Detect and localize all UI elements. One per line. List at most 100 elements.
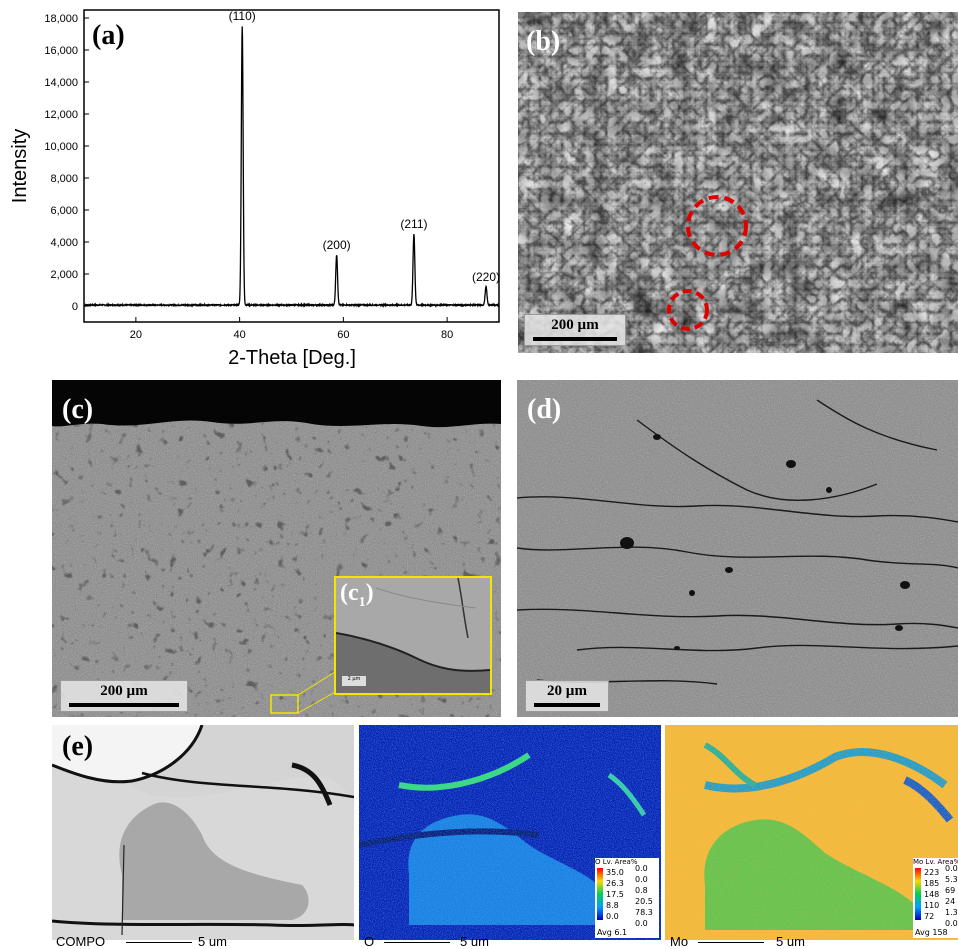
y-tick-label: 16,000	[44, 45, 78, 57]
panel-label-a: (a)	[92, 20, 125, 51]
x-tick-label: 60	[337, 329, 349, 341]
highlight-circle-small	[667, 289, 709, 331]
xrd-pattern-line	[83, 26, 500, 309]
oxygen-level-value: 35.0	[606, 868, 624, 877]
oxygen-legend: O Lv. Area% 35.0 26.3 17.5 8.8 0.0 0.0 0.0 0.8…	[595, 858, 659, 938]
oxygen-element-label: O	[364, 934, 375, 949]
inset-texture	[336, 578, 490, 693]
molybdenum-level-value: 110	[924, 901, 940, 910]
oxygen-area-value: 0.8	[635, 886, 648, 895]
x-tick-label: 20	[130, 329, 142, 341]
y-tick-label: 10,000	[44, 141, 78, 153]
molybdenum-area-value: 1.3	[945, 908, 958, 917]
molybdenum-legend: Mo Lv. Area% 223 185 148 110 72 0.0 5.3 69 24 1.…	[913, 858, 958, 938]
oxygen-scale-text: 5 um	[460, 934, 489, 949]
oxygen-area-value: 0.0	[635, 875, 648, 884]
scale-bar-text: 200 µm	[100, 683, 148, 699]
scale-bar	[69, 703, 179, 707]
y-axis-ticks: 0 2,000 4,000 6,000 8,000 10,000 12,000 14,000 1…	[44, 13, 89, 313]
panel-label-d: (d)	[527, 394, 562, 425]
pores	[620, 434, 910, 650]
panel-label-c1: (c1)	[340, 580, 374, 610]
oxygen-area-values: 0.0 0.0 0.8 20.5 78.3 0.0	[635, 864, 653, 930]
molybdenum-area-value: 69	[945, 886, 956, 895]
panel-label-b: (b)	[526, 26, 561, 57]
oxygen-map-texture	[359, 725, 661, 940]
y-tick-label: 12,000	[44, 109, 78, 121]
oxygen-level-value: 17.5	[606, 890, 624, 899]
inset-c1: (c1) 2 µm	[334, 576, 492, 695]
peak-label: (200)	[323, 238, 351, 252]
oxygen-scale-bar	[384, 942, 450, 943]
molybdenum-area-values: 0.0 5.3 69 24 1.3 0.0	[945, 864, 958, 930]
x-tick-label: 80	[441, 329, 453, 341]
molybdenum-scale-bar	[698, 942, 764, 943]
molybdenum-colorbar	[915, 868, 921, 920]
scale-bar-box: 200 µm	[60, 680, 188, 712]
molybdenum-area-value: 0.0	[945, 864, 958, 873]
peak-labels: (110) (200) (211) (220)	[229, 9, 500, 284]
panel-label-c: (c)	[62, 394, 94, 425]
molybdenum-scale-text: 5 um	[776, 934, 805, 949]
scale-bar	[534, 703, 600, 707]
molybdenum-level-value: 72	[924, 912, 935, 921]
molybdenum-level-values: 223 185 148 110 72	[924, 868, 939, 923]
molybdenum-area-value: 24	[945, 897, 956, 906]
peak-label: (211)	[400, 217, 427, 231]
molybdenum-area-value: 0.0	[945, 919, 958, 928]
y-axis-label: Intensity	[9, 129, 31, 203]
molybdenum-legend-title: Mo Lv. Area%	[913, 858, 958, 866]
xrd-chart: 0 2,000 4,000 6,000 8,000 10,000 12,000 14,000 1…	[9, 9, 500, 369]
scale-bar-text: 20 µm	[547, 683, 587, 699]
panel-label-e: (e)	[62, 731, 94, 762]
molybdenum-map: Mo Lv. Area% 223 185 148 110 72 0.0 5.3 69 24 1.…	[665, 725, 958, 940]
crack-lines	[517, 399, 958, 685]
molybdenum-element-label: Mo	[670, 934, 689, 949]
detail-texture	[517, 380, 958, 717]
oxygen-area-value: 0.0	[635, 919, 648, 928]
molybdenum-avg: Avg 158	[915, 928, 948, 937]
compo-scale-bar	[126, 942, 192, 943]
molybdenum-map-texture	[665, 725, 958, 940]
x-axis-label: 2-Theta [Deg.]	[228, 347, 356, 369]
molybdenum-level-value: 185	[924, 879, 940, 888]
inset-scale-box: 2 µm	[342, 676, 366, 686]
oxygen-level-value: 26.3	[606, 879, 624, 888]
y-tick-label: 4,000	[50, 237, 78, 249]
y-tick-label: 6,000	[50, 205, 78, 217]
x-axis-ticks: 20 40 60 80	[130, 317, 453, 341]
sem-detail-image: (d) 20 µm	[517, 380, 958, 717]
molybdenum-level-value: 148	[924, 890, 940, 899]
peak-label: (110)	[229, 9, 256, 23]
oxygen-legend-title: O Lv. Area%	[595, 858, 638, 866]
sem-surface-image: (b) 200 µm	[518, 12, 958, 353]
compo-label: COMPO	[56, 934, 106, 949]
oxygen-area-value: 20.5	[635, 897, 653, 906]
sem-cross-section-image: (c) 200 µm (c1) 2 µm	[52, 380, 501, 717]
surface-texture	[518, 12, 958, 353]
y-tick-label: 14,000	[44, 77, 78, 89]
inset-source-box	[270, 694, 299, 714]
y-tick-label: 18,000	[44, 13, 78, 25]
peak-label: (220)	[472, 270, 500, 284]
x-tick-label: 40	[234, 329, 246, 341]
oxygen-avg: Avg 6.1	[597, 928, 628, 937]
oxygen-level-values: 35.0 26.3 17.5 8.8 0.0	[606, 868, 624, 923]
oxygen-level-value: 0.0	[606, 912, 619, 921]
y-tick-label: 8,000	[50, 173, 78, 185]
y-tick-label: 2,000	[50, 269, 78, 281]
oxygen-map: O Lv. Area% 35.0 26.3 17.5 8.8 0.0 0.0 0.0 0.8…	[359, 725, 661, 940]
plot-frame	[83, 9, 500, 323]
scale-bar-text: 200 µm	[551, 317, 599, 333]
y-tick-label: 0	[72, 301, 78, 313]
scale-bar-box: 20 µm	[525, 680, 609, 712]
scale-bar	[533, 337, 617, 341]
inset-scale-text: 2 µm	[347, 676, 361, 682]
oxygen-level-value: 8.8	[606, 901, 619, 910]
oxygen-area-value: 0.0	[635, 864, 648, 873]
top-dark-region	[52, 380, 501, 428]
compo-texture	[52, 725, 354, 940]
compo-image: (e)	[52, 725, 354, 940]
compo-scale-text: 5 um	[198, 934, 227, 949]
scale-bar-box: 200 µm	[524, 314, 626, 346]
